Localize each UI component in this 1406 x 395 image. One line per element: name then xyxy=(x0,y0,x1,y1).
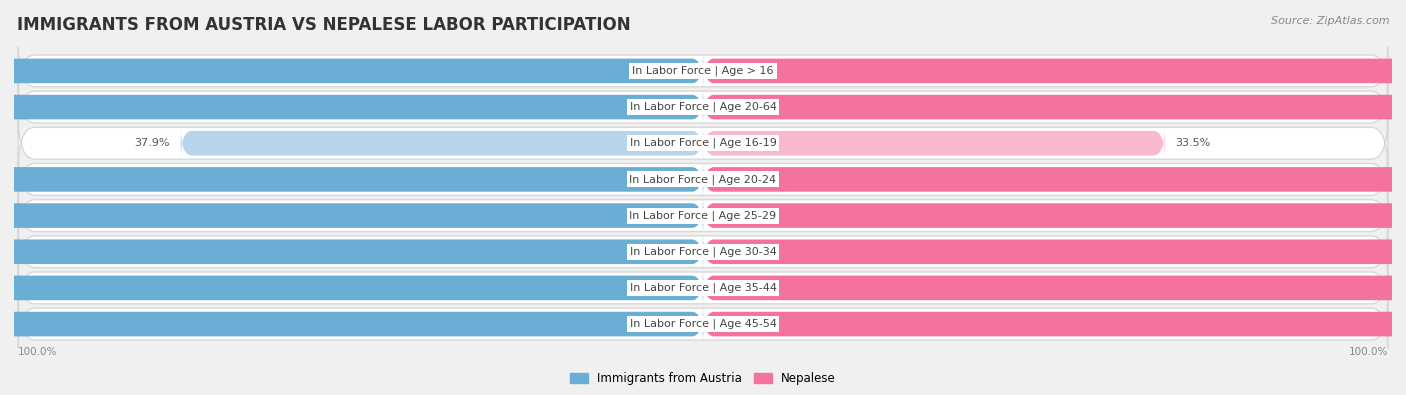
FancyBboxPatch shape xyxy=(703,235,1406,268)
FancyBboxPatch shape xyxy=(703,127,1164,160)
FancyBboxPatch shape xyxy=(0,163,703,196)
FancyBboxPatch shape xyxy=(18,224,1388,279)
Text: In Labor Force | Age 20-24: In Labor Force | Age 20-24 xyxy=(630,174,776,185)
FancyBboxPatch shape xyxy=(703,307,1406,341)
FancyBboxPatch shape xyxy=(0,307,703,341)
FancyBboxPatch shape xyxy=(0,235,703,268)
FancyBboxPatch shape xyxy=(18,152,1388,207)
Text: In Labor Force | Age 35-44: In Labor Force | Age 35-44 xyxy=(630,283,776,293)
Text: 37.9%: 37.9% xyxy=(134,138,170,148)
Text: IMMIGRANTS FROM AUSTRIA VS NEPALESE LABOR PARTICIPATION: IMMIGRANTS FROM AUSTRIA VS NEPALESE LABO… xyxy=(17,16,630,34)
Text: In Labor Force | Age 25-29: In Labor Force | Age 25-29 xyxy=(630,210,776,221)
FancyBboxPatch shape xyxy=(703,199,1406,232)
FancyBboxPatch shape xyxy=(703,90,1406,124)
Text: 100.0%: 100.0% xyxy=(18,346,58,357)
Text: In Labor Force | Age 45-54: In Labor Force | Age 45-54 xyxy=(630,319,776,329)
FancyBboxPatch shape xyxy=(0,54,703,88)
Text: In Labor Force | Age 30-34: In Labor Force | Age 30-34 xyxy=(630,246,776,257)
Text: In Labor Force | Age > 16: In Labor Force | Age > 16 xyxy=(633,66,773,76)
FancyBboxPatch shape xyxy=(18,260,1388,316)
Text: In Labor Force | Age 20-64: In Labor Force | Age 20-64 xyxy=(630,102,776,112)
FancyBboxPatch shape xyxy=(703,163,1406,196)
FancyBboxPatch shape xyxy=(0,90,703,124)
Text: Source: ZipAtlas.com: Source: ZipAtlas.com xyxy=(1271,16,1389,26)
FancyBboxPatch shape xyxy=(181,127,703,160)
FancyBboxPatch shape xyxy=(0,199,703,232)
Legend: Immigrants from Austria, Nepalese: Immigrants from Austria, Nepalese xyxy=(565,367,841,390)
FancyBboxPatch shape xyxy=(0,271,703,305)
FancyBboxPatch shape xyxy=(18,297,1388,352)
FancyBboxPatch shape xyxy=(703,54,1406,88)
Text: 33.5%: 33.5% xyxy=(1175,138,1211,148)
FancyBboxPatch shape xyxy=(18,43,1388,98)
FancyBboxPatch shape xyxy=(18,79,1388,135)
FancyBboxPatch shape xyxy=(18,188,1388,243)
Text: 100.0%: 100.0% xyxy=(1348,346,1388,357)
FancyBboxPatch shape xyxy=(703,271,1406,305)
FancyBboxPatch shape xyxy=(18,116,1388,171)
Text: In Labor Force | Age 16-19: In Labor Force | Age 16-19 xyxy=(630,138,776,149)
